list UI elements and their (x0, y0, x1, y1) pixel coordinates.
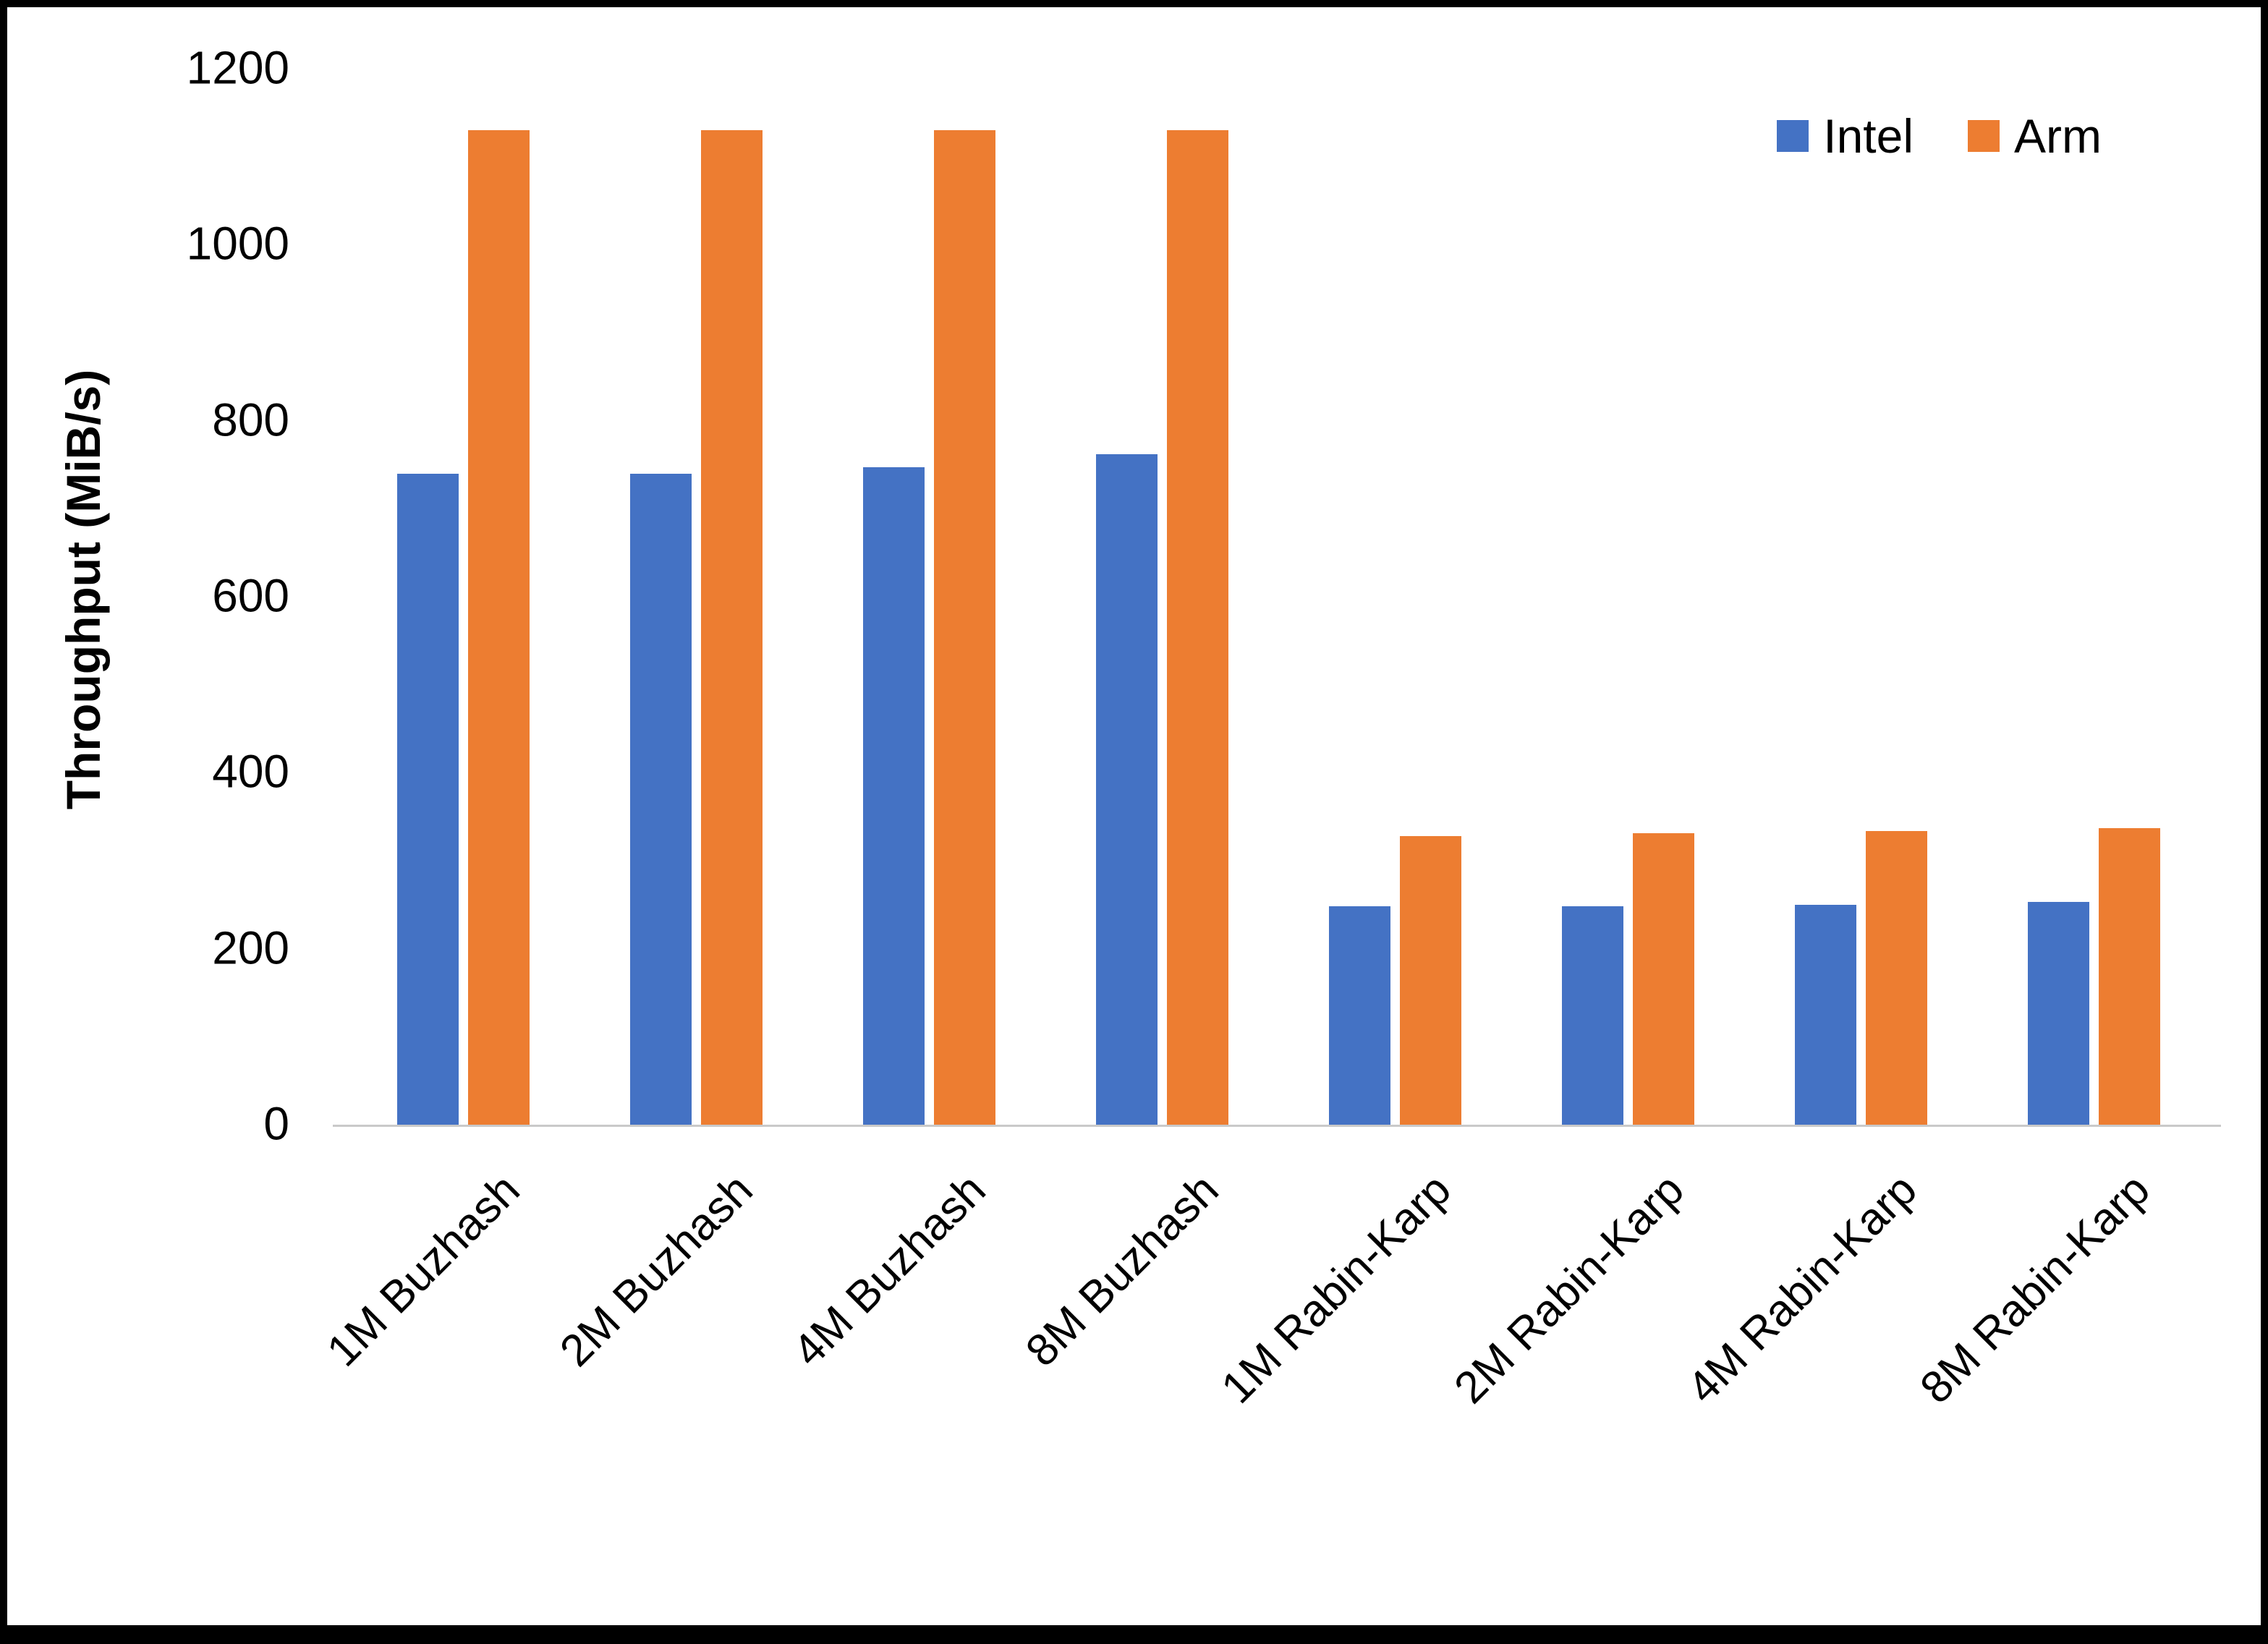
bar-arm-8m-rabin-karp (2098, 827, 2160, 1125)
y-axis-tick-label-200: 200 (212, 921, 289, 974)
y-axis-tick-label-800: 800 (212, 393, 289, 446)
bar-intel-8m-buzhash (1096, 453, 1158, 1125)
bar-arm-2m-buzhash (701, 130, 763, 1125)
legend-label-intel: Intel (1823, 109, 1914, 163)
x-axis-category-label: 1M Rabin-Karp (1212, 1164, 1461, 1413)
bar-intel-4m-buzhash (863, 467, 925, 1125)
x-axis-category-label: 4M Buzhash (783, 1164, 995, 1376)
legend-item-intel: Intel (1777, 112, 1914, 160)
legend-swatch-intel (1777, 120, 1809, 152)
x-axis-category-label: 4M Rabin-Karp (1678, 1164, 1927, 1413)
legend-label-arm: Arm (2014, 109, 2102, 163)
x-axis-category-label: 2M Buzhash (551, 1164, 763, 1376)
legend-swatch-arm (1968, 120, 2000, 152)
y-axis-tick-label-1200: 1200 (186, 41, 289, 94)
x-axis-category-label: 8M Buzhash (1016, 1164, 1228, 1376)
y-axis-tick-label-1000: 1000 (186, 218, 289, 271)
plot-area: Throughput (MiB/s) Intel Arm 0 200 400 600 80… (7, 7, 2261, 1625)
bar-arm-2m-rabin-karp (1632, 833, 1694, 1125)
bar-arm-8m-buzhash (1167, 130, 1229, 1125)
y-axis-tick-label-600: 600 (212, 569, 289, 622)
bar-intel-1m-buzhash (397, 473, 459, 1125)
bar-arm-1m-rabin-karp (1399, 835, 1461, 1125)
x-axis-line (333, 1125, 2221, 1127)
x-axis-category-label: 8M Rabin-Karp (1911, 1164, 2160, 1413)
bar-intel-8m-rabin-karp (2027, 902, 2089, 1125)
y-axis-tick-label-0: 0 (263, 1097, 289, 1150)
y-axis-tick-label-400: 400 (212, 746, 289, 798)
bar-intel-4m-rabin-karp (1794, 904, 1856, 1125)
bar-intel-1m-rabin-karp (1328, 906, 1390, 1125)
x-axis-category-label: 1M Buzhash (318, 1164, 530, 1376)
bar-intel-2m-rabin-karp (1561, 906, 1623, 1125)
legend: Intel Arm (1777, 112, 2102, 160)
bar-arm-4m-buzhash (934, 130, 996, 1125)
bar-arm-1m-buzhash (468, 130, 530, 1125)
bar-intel-2m-buzhash (630, 473, 692, 1125)
legend-item-arm: Arm (1968, 112, 2102, 160)
x-axis-category-label: 2M Rabin-Karp (1445, 1164, 1694, 1413)
bar-arm-4m-rabin-karp (1865, 830, 1927, 1125)
